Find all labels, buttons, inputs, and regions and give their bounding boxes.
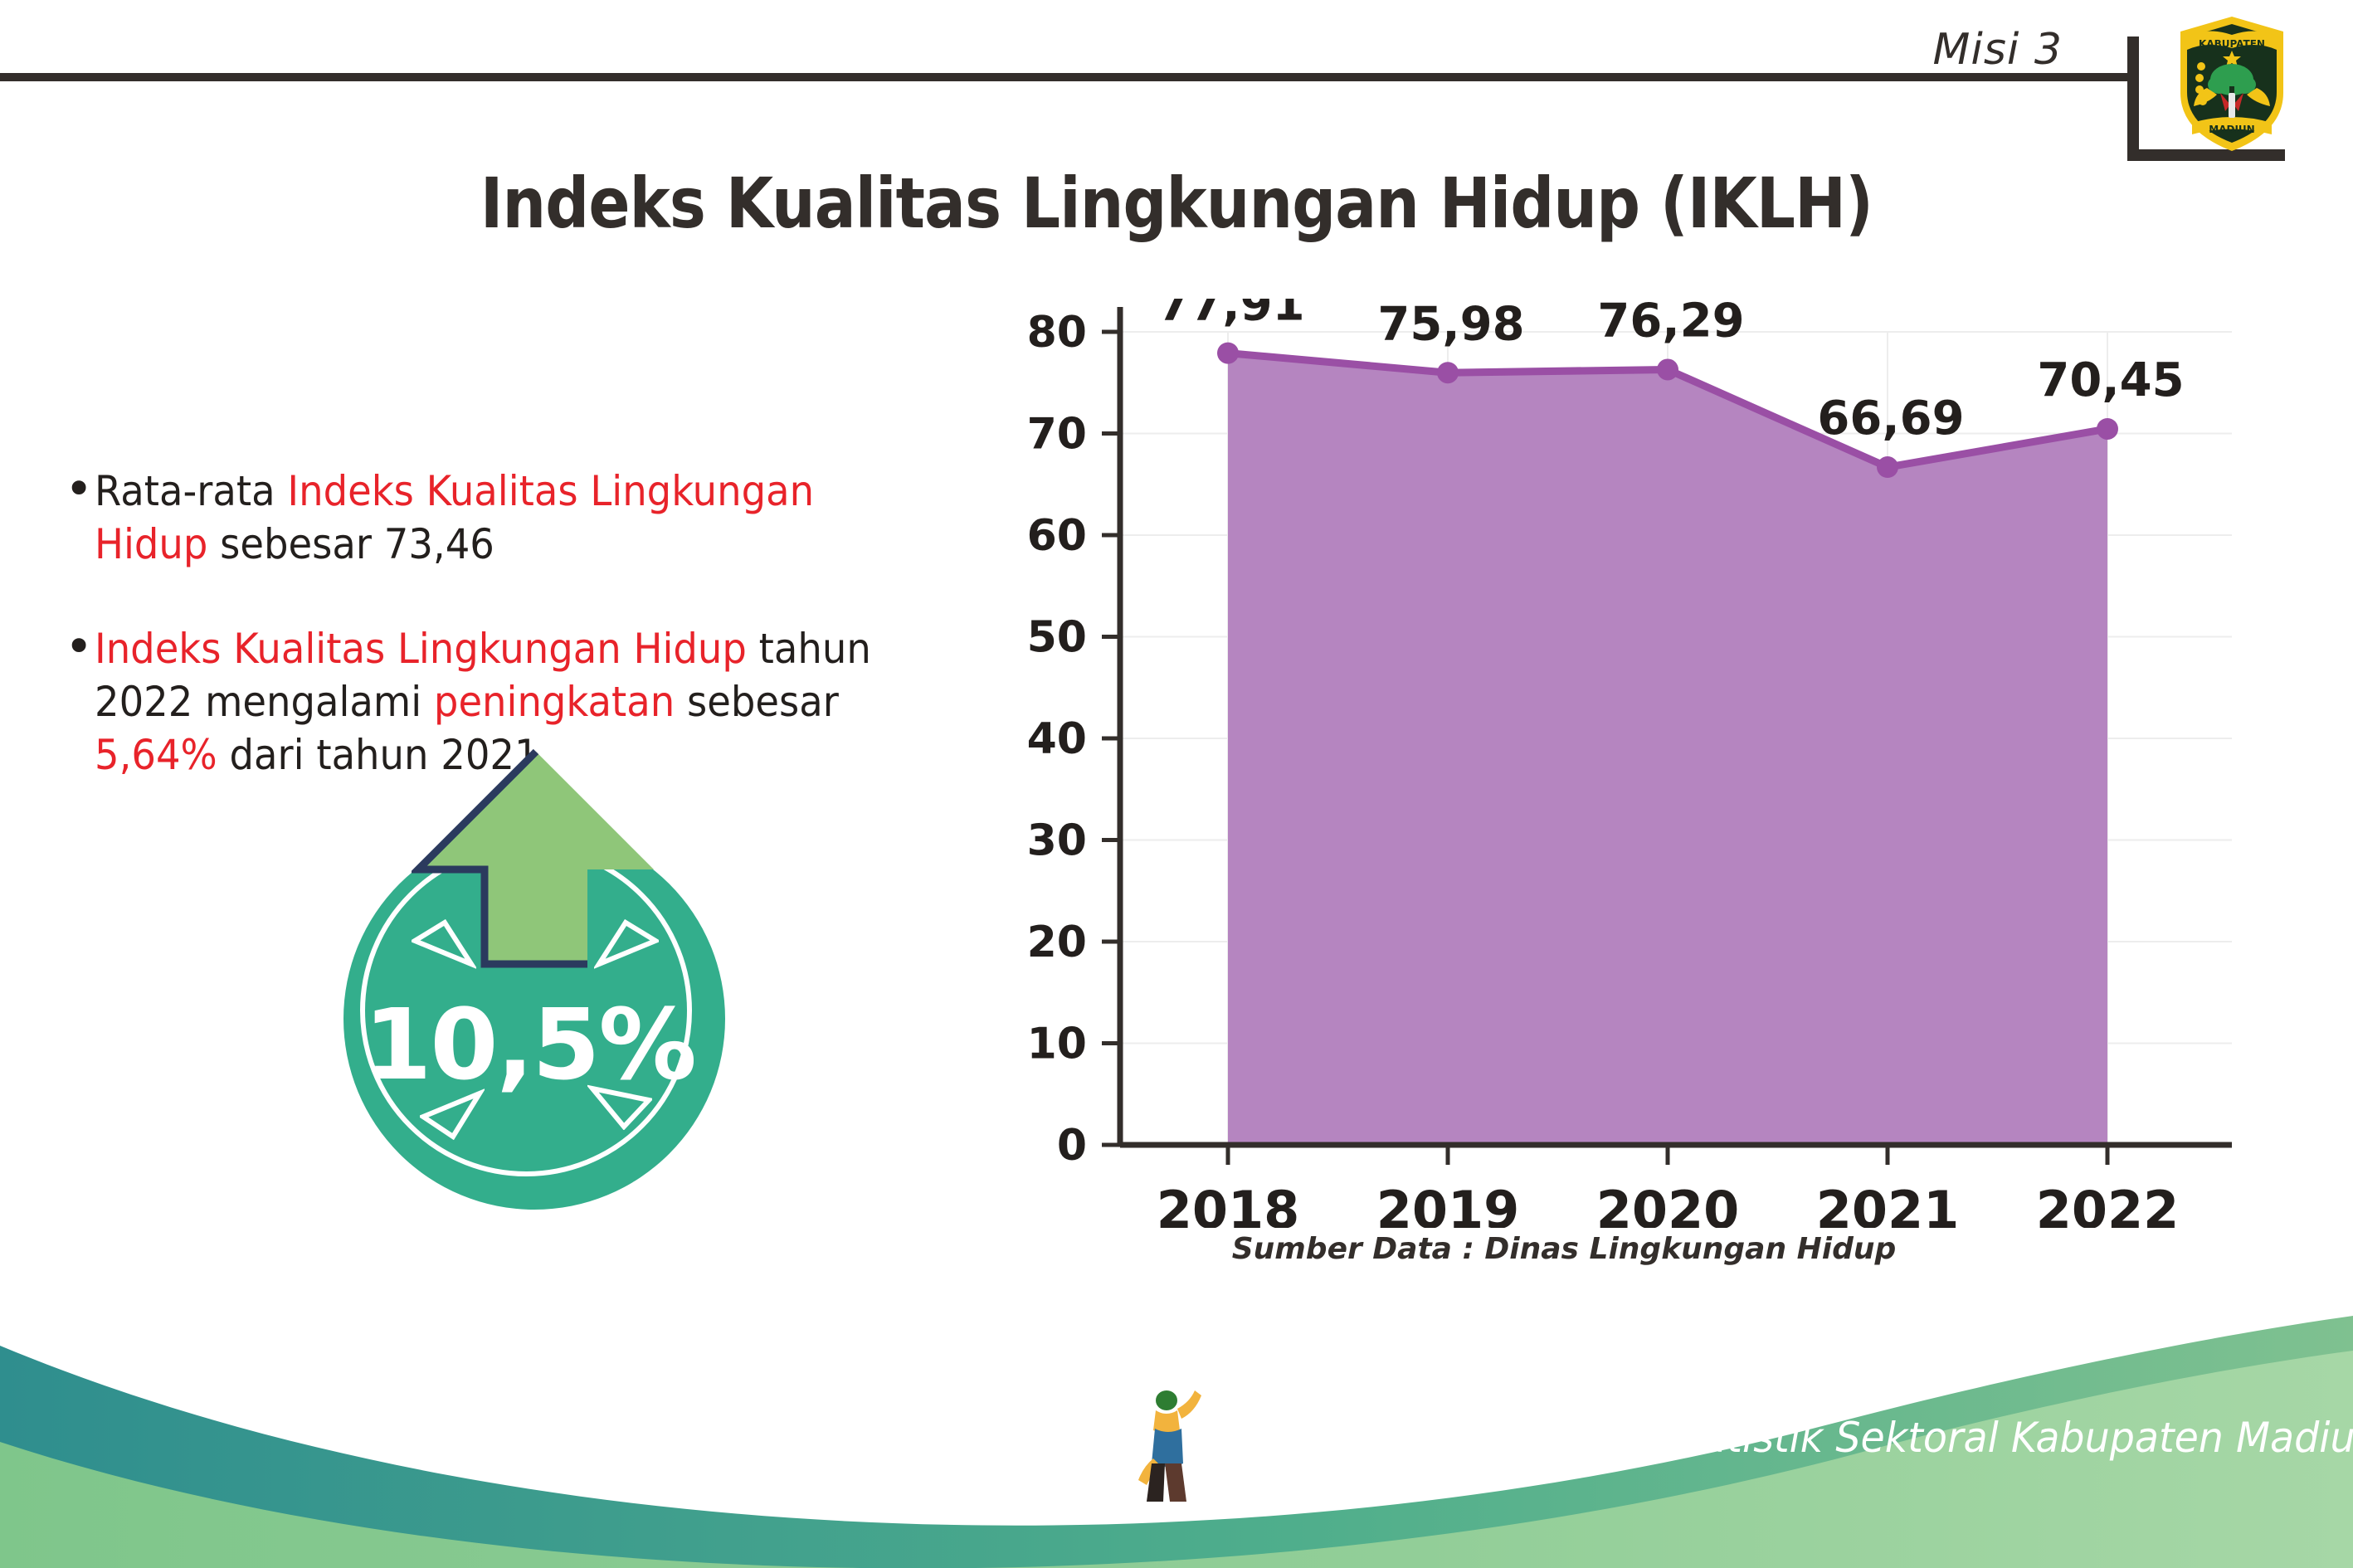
area-fill — [1228, 353, 2107, 1145]
footer-wave-graphic — [0, 1316, 2353, 1568]
text-segment: sebesar 73,46 — [207, 520, 495, 568]
data-point-labels: 77,91 75,98 76,29 66,69 70,45 — [1157, 299, 2184, 446]
x-tick-label: 2018 — [1157, 1180, 1300, 1228]
data-point-label: 66,69 — [1817, 392, 1964, 446]
data-point-label: 76,29 — [1597, 299, 1744, 348]
x-tick-label: 2019 — [1376, 1180, 1520, 1228]
badge-spark-bottom-right-icon — [587, 1084, 652, 1130]
svg-text:KABUPATEN: KABUPATEN — [2199, 38, 2265, 50]
growth-badge: 10,5% — [314, 747, 745, 1211]
text-segment-accent: Indeks Kualitas Lingkungan Hidup — [95, 625, 748, 673]
text-segment: Rata-rata — [95, 467, 288, 515]
y-tick-label: 10 — [1027, 1020, 1087, 1069]
x-tick-label: 2020 — [1596, 1180, 1740, 1228]
y-tick-label: 20 — [1027, 918, 1087, 967]
arrow-up-icon — [412, 748, 654, 968]
footer-caption: Media Infografis Data Statistik Sektoral… — [1226, 1414, 2353, 1462]
header-bracket-vertical — [2127, 37, 2139, 161]
badge-spark-bottom-left-icon — [420, 1088, 485, 1140]
data-point-label: 75,98 — [1377, 299, 1524, 351]
text-segment-accent: 5,64% — [95, 731, 217, 779]
y-tick-label: 0 — [1057, 1121, 1087, 1171]
y-axis-tick-labels: 0 10 20 30 40 50 60 70 80 — [1027, 308, 1087, 1171]
text-segment-accent: peningkatan — [434, 678, 675, 726]
footer-banner: Media Infografis Data Statistik Sektoral… — [0, 1286, 2353, 1568]
text-segment: sebesar — [675, 678, 840, 726]
highlights-list: • Rata-rata Indeks Kualitas Lingkungan H… — [65, 465, 994, 833]
y-tick-label: 80 — [1027, 308, 1087, 358]
y-tick-label: 40 — [1027, 714, 1087, 764]
bullet-dot-icon: • — [65, 460, 94, 517]
highlight-text-2: Indeks Kualitas Lingkungan Hidup tahun 2… — [95, 622, 931, 782]
chart-canvas: 0 10 20 30 40 50 60 70 80 2018 2019 2020 2021 2022 7… — [1027, 299, 2232, 1228]
x-axis-tick-labels: 2018 2019 2020 2021 2022 — [1157, 1180, 2180, 1228]
svg-text:MADIUN: MADIUN — [2209, 124, 2254, 135]
x-axis-ticks — [1225, 1145, 2110, 1165]
iklh-area-chart: 0 10 20 30 40 50 60 70 80 2018 2019 2020 2021 2022 7… — [962, 299, 2257, 1294]
y-tick-label: 50 — [1027, 613, 1087, 663]
y-tick-label: 60 — [1027, 511, 1087, 561]
header-bracket-foot — [2127, 149, 2285, 161]
mission-label: Misi 3 — [1932, 25, 2063, 75]
list-item: • Indeks Kualitas Lingkungan Hidup tahun… — [65, 622, 994, 782]
chart-source-note: Sumber Data : Dinas Lingkungan Hidup — [1231, 1232, 1897, 1266]
series-markers — [1217, 342, 2118, 479]
x-tick-label: 2022 — [2036, 1180, 2180, 1228]
kabupaten-madiun-emblem-icon: KABUPATEN MADIUN — [2180, 17, 2283, 151]
badge-spark-top-right-icon — [594, 919, 659, 969]
header-divider-rule — [0, 73, 2132, 81]
data-point-label: 77,91 — [1157, 299, 1304, 332]
y-tick-label: 70 — [1027, 410, 1087, 460]
list-item: • Rata-rata Indeks Kualitas Lingkungan H… — [65, 465, 994, 571]
bullet-dot-icon: • — [65, 618, 94, 674]
badge-value-text: 10,5% — [363, 987, 696, 1102]
badge-spark-top-left-icon — [412, 919, 476, 969]
person-figure-icon — [1138, 1390, 1201, 1502]
x-tick-label: 2021 — [1816, 1180, 1960, 1228]
text-segment: tahun 2022 mengalami — [95, 625, 872, 726]
text-segment: dari tahun 2021 — [217, 731, 539, 779]
data-point-label: 70,45 — [2037, 353, 2184, 407]
y-axis-ticks — [1102, 329, 1120, 1147]
page-title: Indeks Kualitas Lingkungan Hidup (IKLH) — [480, 163, 1873, 245]
y-tick-label: 30 — [1027, 816, 1087, 866]
text-segment-accent: Indeks Kualitas Lingkungan Hidup — [95, 467, 815, 568]
highlight-text-1: Rata-rata Indeks Kualitas Lingkungan Hid… — [95, 465, 931, 571]
